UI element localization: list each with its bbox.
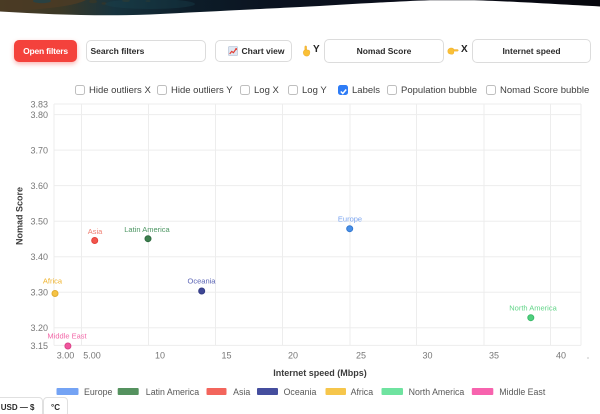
svg-text:3.20: 3.20 [30,323,48,333]
svg-text:3.40: 3.40 [30,252,48,262]
svg-text:Internet speed (Mbps): Internet speed (Mbps) [273,368,367,378]
svg-text:Latin America: Latin America [146,387,199,397]
svg-text:Nomad Score: Nomad Score [15,187,25,245]
svg-text:3.00: 3.00 [57,351,75,361]
svg-text:3.80: 3.80 [30,110,48,120]
svg-text:Middle East: Middle East [47,332,87,341]
svg-text:40: 40 [556,351,566,361]
svg-text:3.30: 3.30 [30,288,48,298]
svg-text:30: 30 [422,351,432,361]
svg-text:3.50: 3.50 [30,217,48,227]
svg-text:20: 20 [288,351,298,361]
svg-text:Europe: Europe [84,387,112,397]
svg-text:North America: North America [409,387,465,397]
svg-text:Middle East: Middle East [499,387,546,397]
svg-text:North America: North America [509,304,557,313]
svg-text:3.15: 3.15 [30,341,48,351]
svg-text:10: 10 [155,351,165,361]
svg-text:Europe: Europe [338,215,362,224]
svg-text:Africa: Africa [351,387,374,397]
svg-text:25: 25 [356,351,366,361]
svg-text:35: 35 [489,351,499,361]
svg-text:Oceania: Oceania [188,277,217,286]
svg-text:3.83: 3.83 [30,100,48,110]
svg-text:15: 15 [221,351,231,361]
svg-text:3.60: 3.60 [30,181,48,191]
svg-text:Latin America: Latin America [124,225,170,234]
svg-text:Asia: Asia [233,387,250,397]
svg-text:5.00: 5.00 [83,351,101,361]
svg-text:3.70: 3.70 [30,146,48,156]
svg-text:.: . [587,351,590,361]
svg-text:Africa: Africa [43,277,63,286]
svg-text:Asia: Asia [88,227,103,236]
svg-text:Oceania: Oceania [284,387,317,397]
